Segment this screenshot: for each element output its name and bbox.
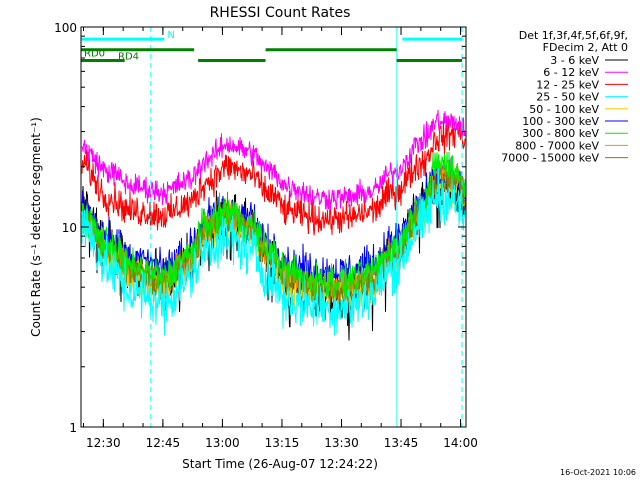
legend-label-12-25-kev: 12 - 25 keV — [536, 78, 599, 91]
legend: Det 1f,3f,4f,5f,6f,9f, FDecim 2, Att 0 3… — [501, 29, 628, 165]
x-tick-label: 14:00 — [443, 436, 478, 450]
plot-timestamp: 16-Oct-2021 10:06 — [560, 468, 636, 477]
series-line-25-50-kev — [81, 168, 466, 336]
y-tick-label: 10 — [62, 221, 77, 235]
legend-label-3-6-kev: 3 - 6 keV — [550, 54, 599, 67]
legend-label-7000-15000-kev: 7000 - 15000 keV — [501, 152, 599, 165]
data-curves — [81, 109, 466, 341]
legend-label-100-300-kev: 100 - 300 keV — [522, 115, 599, 128]
x-tick-label: 13:45 — [384, 436, 419, 450]
y-axis-label: Count Rate (s⁻¹ detector segment⁻¹) — [29, 117, 43, 337]
series-line-12-25-kev — [81, 115, 466, 236]
legend-label-300-800-kev: 300 - 800 keV — [522, 127, 599, 140]
state-bar-label-n: N — [167, 30, 174, 41]
x-tick-label: 13:00 — [205, 436, 240, 450]
x-tick-label: 13:15 — [265, 436, 300, 450]
x-axis-label: Start Time (26-Aug-07 12:24:22) — [182, 457, 378, 471]
axis-ticks: 12:30 12:45 13:00 13:15 13:30 13:45 14:00 1 10 10… — [54, 21, 478, 450]
y-tick-label: 1 — [69, 421, 77, 435]
state-bar-label-rd4: RD4 — [118, 51, 139, 62]
legend-header-line-2: FDecim 2, Att 0 — [543, 41, 628, 54]
chart-title: RHESSI Count Rates — [210, 5, 351, 21]
legend-label-800-7000-kev: 800 - 7000 keV — [515, 139, 599, 152]
attenuator-state-bars: N RD0 RD4 — [81, 30, 463, 62]
state-bar-label-rd0: RD0 — [84, 49, 105, 60]
series-line-6-12-kev — [81, 109, 466, 211]
legend-header-line-1: Det 1f,3f,4f,5f,6f,9f, — [519, 29, 628, 42]
legend-label-6-12-kev: 6 - 12 keV — [543, 66, 599, 79]
x-tick-label: 12:30 — [86, 436, 121, 450]
legend-label-25-50-kev: 25 - 50 keV — [536, 91, 599, 104]
x-tick-label: 12:45 — [146, 436, 181, 450]
y-tick-label: 100 — [54, 21, 77, 35]
x-tick-label: 13:30 — [324, 436, 359, 450]
legend-label-50-100-kev: 50 - 100 keV — [529, 103, 599, 116]
